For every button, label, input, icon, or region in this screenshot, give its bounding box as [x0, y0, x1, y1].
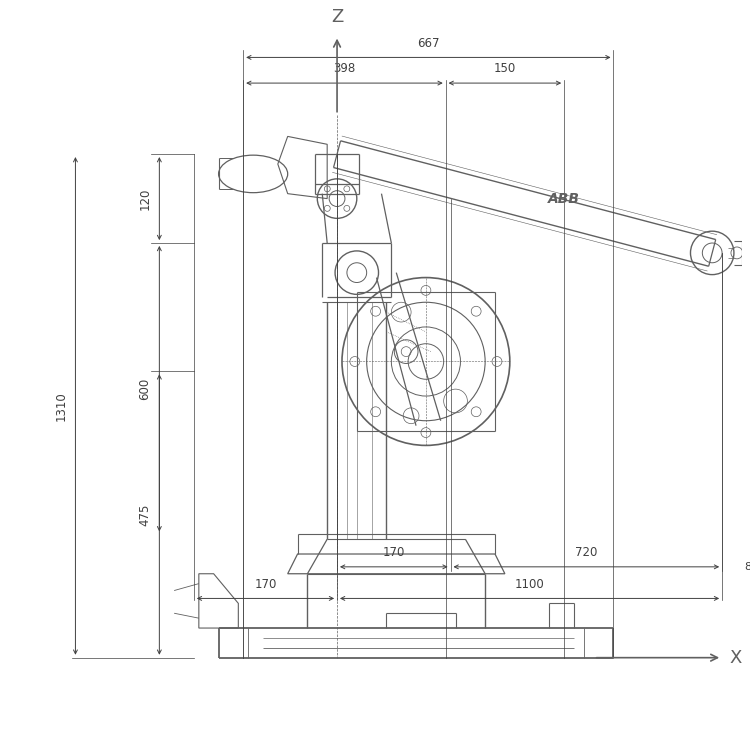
Text: 720: 720 [575, 546, 598, 559]
Text: 600: 600 [139, 377, 152, 400]
Text: 170: 170 [382, 546, 405, 559]
Text: 398: 398 [333, 62, 356, 75]
Text: Z: Z [331, 8, 344, 26]
Text: 8: 8 [744, 562, 750, 572]
Text: ABB: ABB [548, 191, 580, 206]
Text: 1310: 1310 [55, 391, 68, 421]
Text: 667: 667 [417, 37, 440, 50]
Text: 475: 475 [139, 503, 152, 526]
Text: 170: 170 [254, 578, 277, 590]
Text: 1100: 1100 [514, 578, 544, 590]
Text: 150: 150 [494, 62, 516, 75]
Text: 120: 120 [139, 188, 152, 210]
Text: X: X [729, 649, 741, 667]
